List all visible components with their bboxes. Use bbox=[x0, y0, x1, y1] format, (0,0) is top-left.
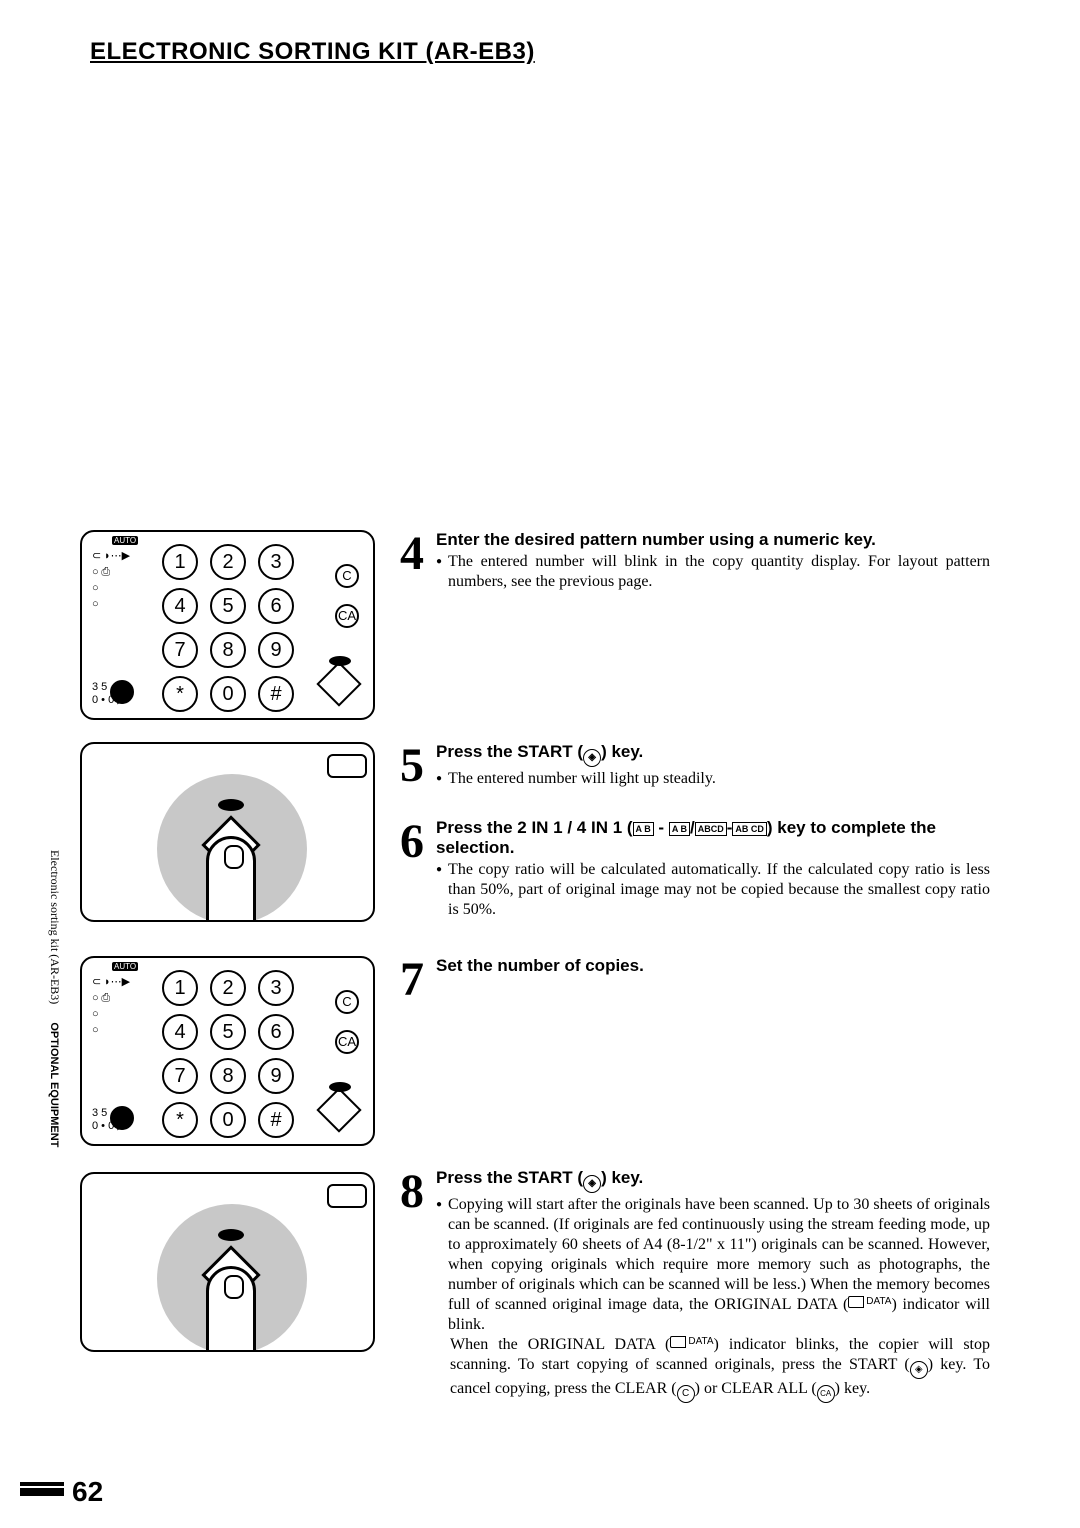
sidebar-text: Electronic sorting kit (AR-EB3) OPTIONAL… bbox=[47, 850, 62, 1147]
sidebar-section: OPTIONAL EQUIPMENT bbox=[48, 1022, 60, 1147]
key-c: C bbox=[335, 564, 359, 588]
key-2: 2 bbox=[210, 970, 246, 1006]
step-4: 4 Enter the desired pattern number using… bbox=[400, 530, 990, 592]
contrast-dial-icon bbox=[110, 680, 134, 704]
step-number-6: 6 bbox=[400, 818, 424, 920]
clip-icon bbox=[327, 1184, 367, 1208]
page-number: 62 bbox=[72, 1476, 103, 1508]
start-icon: ◈ bbox=[583, 749, 601, 767]
layout-icon-c: ABCD bbox=[695, 822, 727, 836]
step-8-body-2: When the ORIGINAL DATA (DATA) indicator … bbox=[450, 1335, 990, 1403]
clip-icon bbox=[327, 754, 367, 778]
key-star: * bbox=[162, 1102, 198, 1138]
illustration-keypad-1: AUTO ⊂ ◗⋯▶○ ⎙○○ 1 2 3 4 5 6 7 8 9 * 0 # … bbox=[80, 530, 380, 720]
key-3: 3 bbox=[258, 970, 294, 1006]
clear-all-icon: CA bbox=[817, 1385, 835, 1403]
start-key-icon bbox=[316, 1087, 361, 1132]
key-3: 3 bbox=[258, 544, 294, 580]
step-5-heading: Press the START (◈) key. bbox=[436, 742, 990, 767]
contrast-dial-icon bbox=[110, 1106, 134, 1130]
keypad-1: AUTO ⊂ ◗⋯▶○ ⎙○○ 1 2 3 4 5 6 7 8 9 * 0 # … bbox=[80, 530, 375, 720]
side-icons: ⊂ ◗⋯▶○ ⎙○○ bbox=[92, 974, 130, 1038]
step-6: 6 Press the 2 IN 1 / 4 IN 1 (A B - A B/A… bbox=[400, 818, 990, 920]
key-9: 9 bbox=[258, 1058, 294, 1094]
key-9: 9 bbox=[258, 632, 294, 668]
key-6: 6 bbox=[258, 588, 294, 624]
key-0: 0 bbox=[210, 676, 246, 712]
step-number-5: 5 bbox=[400, 742, 424, 790]
layout-icon-b: A B bbox=[669, 822, 690, 836]
step-7-heading: Set the number of copies. bbox=[436, 956, 990, 976]
key-6: 6 bbox=[258, 1014, 294, 1050]
step-number-8: 8 bbox=[400, 1168, 424, 1403]
key-8: 8 bbox=[210, 632, 246, 668]
step-4-heading: Enter the desired pattern number using a… bbox=[436, 530, 990, 550]
key-hash: # bbox=[258, 1102, 294, 1138]
key-2: 2 bbox=[210, 544, 246, 580]
page-number-bar-icon bbox=[20, 1488, 64, 1496]
step-8: 8 Press the START (◈) key. Copying will … bbox=[400, 1168, 990, 1403]
key-7: 7 bbox=[162, 1058, 198, 1094]
layout-icon-a: A B bbox=[633, 822, 654, 836]
auto-label: AUTO bbox=[112, 536, 138, 545]
step-number-4: 4 bbox=[400, 530, 424, 592]
keypad-2: AUTO ⊂ ◗⋯▶○ ⎙○○ 1 2 3 4 5 6 7 8 9 * 0 # … bbox=[80, 956, 375, 1146]
step-4-body: The entered number will blink in the cop… bbox=[436, 552, 990, 592]
data-icon: DATA bbox=[848, 1296, 891, 1309]
press-panel-1 bbox=[80, 742, 375, 922]
key-1: 1 bbox=[162, 544, 198, 580]
start-icon: ◈ bbox=[583, 1175, 601, 1193]
key-hash: # bbox=[258, 676, 294, 712]
step-5: 5 Press the START (◈) key. The entered n… bbox=[400, 742, 990, 790]
illustration-press-2 bbox=[80, 1172, 380, 1352]
step-6-heading: Press the 2 IN 1 / 4 IN 1 (A B - A B/ABC… bbox=[436, 818, 990, 858]
key-4: 4 bbox=[162, 1014, 198, 1050]
start-led-icon bbox=[218, 799, 244, 811]
start-icon: ◈ bbox=[910, 1361, 928, 1379]
start-led-icon bbox=[218, 1229, 244, 1241]
key-1: 1 bbox=[162, 970, 198, 1006]
key-ca: CA bbox=[335, 1030, 359, 1054]
side-icons: ⊂ ◗⋯▶○ ⎙○○ bbox=[92, 548, 130, 612]
step-8-body-1: Copying will start after the originals h… bbox=[436, 1195, 990, 1335]
illustration-keypad-2: AUTO ⊂ ◗⋯▶○ ⎙○○ 1 2 3 4 5 6 7 8 9 * 0 # … bbox=[80, 956, 380, 1146]
layout-icon-d: AB CD bbox=[732, 822, 767, 836]
key-star: * bbox=[162, 676, 198, 712]
start-key-icon bbox=[316, 661, 361, 706]
auto-label: AUTO bbox=[112, 962, 138, 971]
sidebar: Electronic sorting kit (AR-EB3) OPTIONAL… bbox=[46, 850, 66, 1280]
step-7: 7 Set the number of copies. bbox=[400, 956, 990, 1004]
press-panel-2 bbox=[80, 1172, 375, 1352]
illustration-press-1 bbox=[80, 742, 380, 922]
data-icon: DATA bbox=[670, 1336, 713, 1349]
key-5: 5 bbox=[210, 588, 246, 624]
finger-icon bbox=[206, 1266, 256, 1352]
finger-icon bbox=[206, 836, 256, 922]
page-title: ELECTRONIC SORTING KIT (AR-EB3) bbox=[90, 38, 535, 66]
clear-icon: C bbox=[677, 1385, 695, 1403]
key-4: 4 bbox=[162, 588, 198, 624]
key-ca: CA bbox=[335, 604, 359, 628]
step-number-7: 7 bbox=[400, 956, 424, 1004]
sidebar-label: Electronic sorting kit (AR-EB3) bbox=[48, 850, 62, 1004]
key-0: 0 bbox=[210, 1102, 246, 1138]
key-5: 5 bbox=[210, 1014, 246, 1050]
key-c: C bbox=[335, 990, 359, 1014]
key-8: 8 bbox=[210, 1058, 246, 1094]
step-8-heading: Press the START (◈) key. bbox=[436, 1168, 990, 1193]
step-5-body: The entered number will light up steadil… bbox=[436, 769, 990, 789]
step-6-body: The copy ratio will be calculated automa… bbox=[436, 860, 990, 920]
key-7: 7 bbox=[162, 632, 198, 668]
